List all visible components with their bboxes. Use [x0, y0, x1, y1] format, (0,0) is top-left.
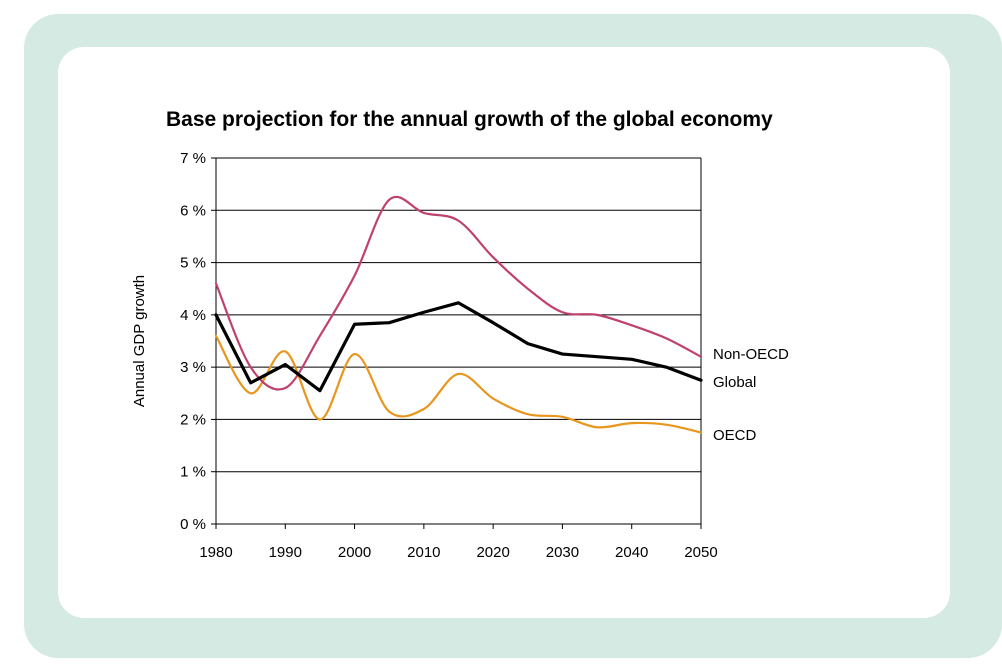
y-axis-label: Annual GDP growth: [131, 275, 148, 407]
x-tick-label: 2040: [615, 544, 648, 561]
series-label-non-oecd: Non-OECD: [713, 346, 789, 363]
series-layer: [214, 195, 703, 434]
x-tick-label: 2050: [684, 544, 717, 561]
y-tick-label: 3 %: [180, 359, 206, 376]
x-tick-label: 1990: [269, 544, 302, 561]
y-tick-label: 7 %: [180, 150, 206, 167]
tick-layer: 0 % 1 % 2 % 3 % 4 % 5 % 6 % 7 % 1980 1990 2000 2010…: [180, 150, 718, 561]
series-label-layer: Non-OECD Global OECD: [713, 346, 789, 444]
series-line-non-oecd: [214, 195, 703, 391]
series-label-global: Global: [713, 374, 756, 391]
y-tick-label: 1 %: [180, 464, 206, 481]
series-line-oecd: [214, 334, 703, 434]
y-tick-label: 2 %: [180, 411, 206, 428]
x-tick-label: 1980: [199, 544, 232, 561]
grid-layer: [215, 157, 702, 525]
x-tick-label: 2000: [338, 544, 371, 561]
series-label-oecd: OECD: [713, 427, 757, 444]
x-tick-label: 2030: [546, 544, 579, 561]
chart-card: [58, 47, 950, 618]
y-tick-label: 0 %: [180, 516, 206, 533]
x-tick-label: 2020: [476, 544, 509, 561]
chart-title: Base projection for the annual growth of…: [166, 108, 773, 131]
x-tick-label: 2010: [407, 544, 440, 561]
y-tick-label: 5 %: [180, 255, 206, 272]
y-tick-label: 4 %: [180, 307, 206, 324]
y-tick-label: 6 %: [180, 202, 206, 219]
series-line-global: [214, 301, 703, 393]
